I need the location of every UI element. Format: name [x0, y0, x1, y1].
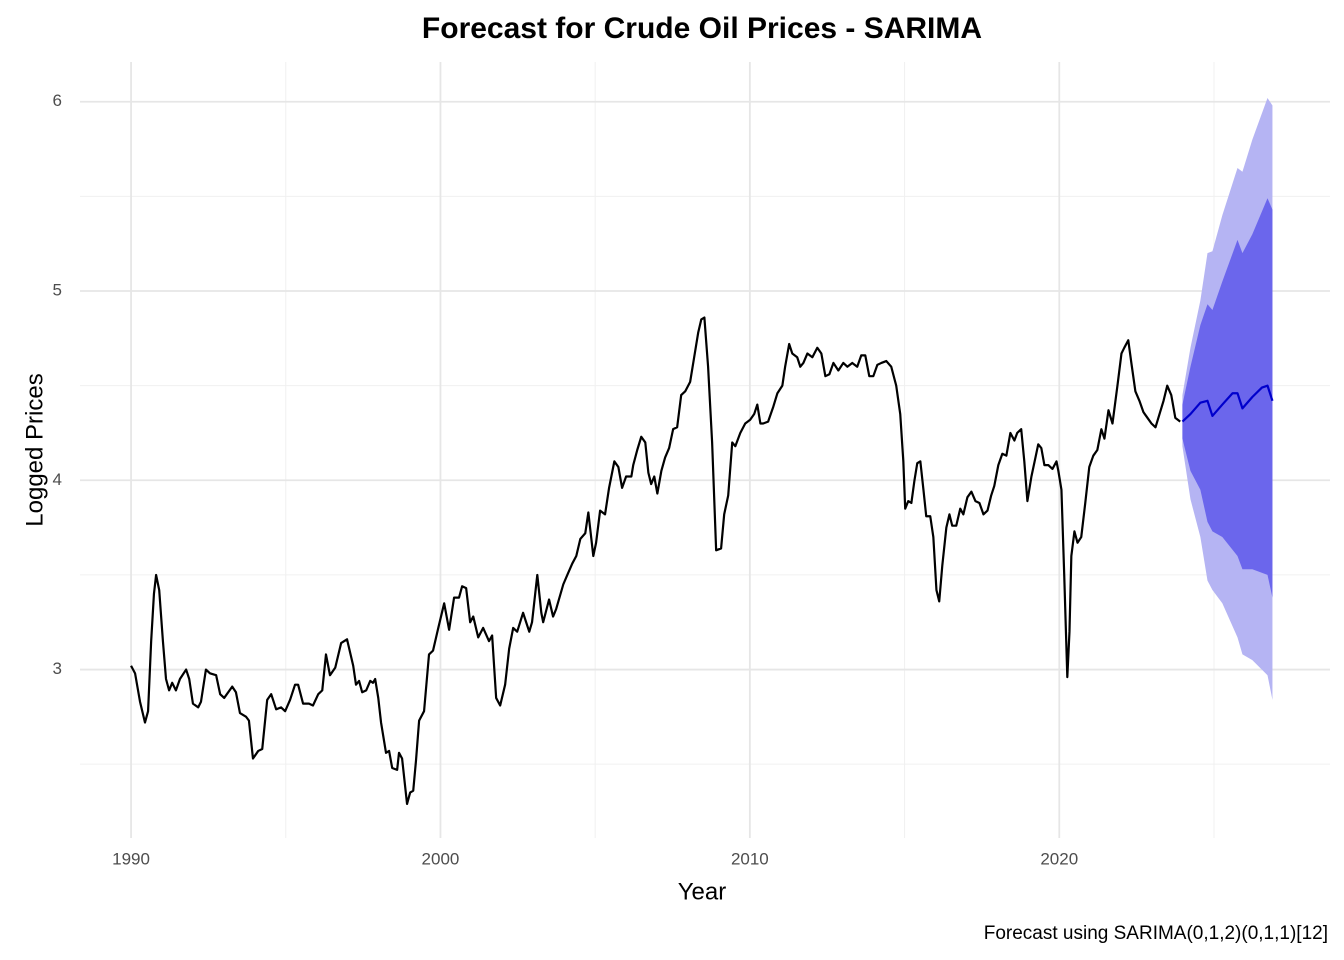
- y-tick-label: 4: [53, 470, 62, 489]
- x-tick-label: 2020: [1040, 849, 1078, 868]
- grid: [80, 62, 1330, 838]
- y-tick-label: 5: [53, 280, 62, 299]
- y-tick-label: 3: [53, 659, 62, 678]
- x-tick-label: 2000: [422, 849, 460, 868]
- y-axis-label: Logged Prices: [21, 373, 48, 526]
- chart-title: Forecast for Crude Oil Prices - SARIMA: [422, 12, 982, 45]
- series-line: [1181, 384, 1274, 423]
- plot-marks: [130, 97, 1274, 806]
- x-axis-label: Year: [678, 878, 727, 905]
- caption: Forecast using SARIMA(0,1,2)(0,1,1)[12]: [984, 923, 1328, 944]
- y-tick-label: 6: [53, 91, 62, 110]
- x-tick-label: 2010: [731, 849, 769, 868]
- x-tick-label: 1990: [112, 849, 150, 868]
- series-line: [130, 316, 1181, 806]
